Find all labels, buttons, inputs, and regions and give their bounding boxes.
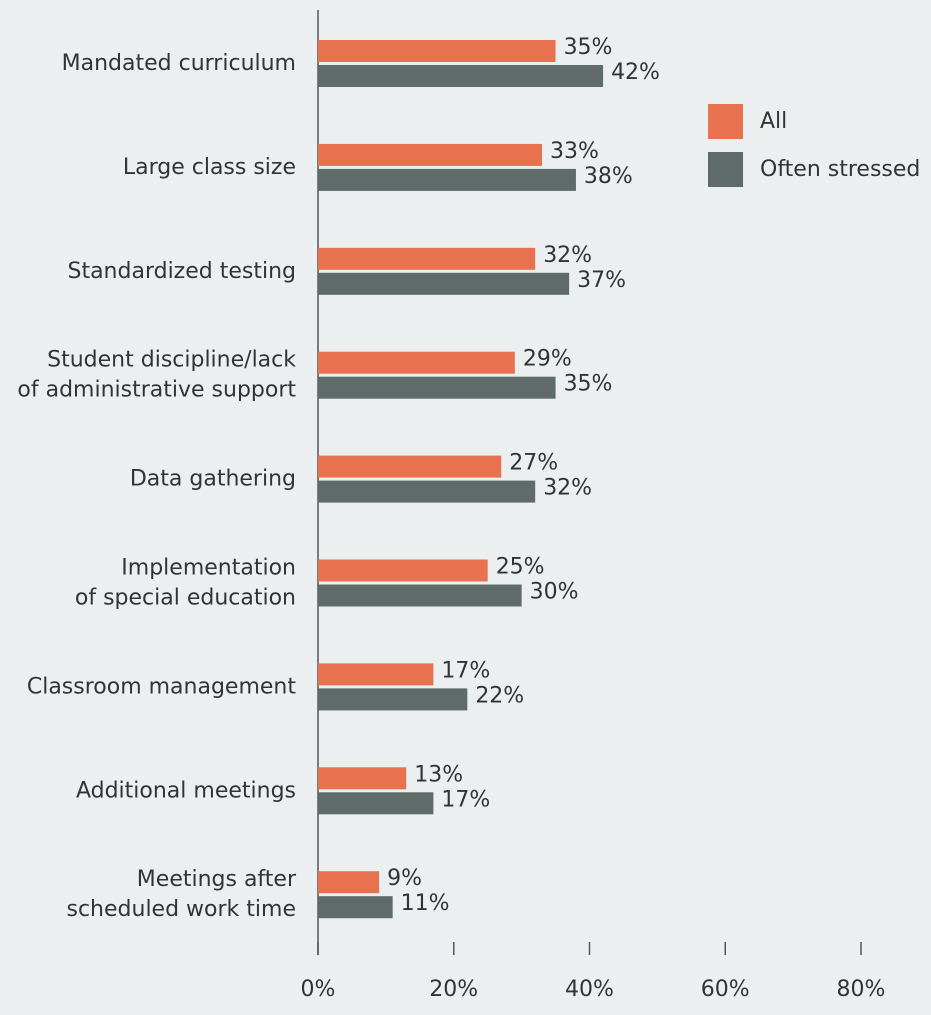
- bar: [318, 376, 556, 399]
- bar: [318, 65, 604, 87]
- value-label: 37%: [577, 268, 626, 293]
- category-label: Large class size: [123, 155, 296, 180]
- value-label: 32%: [543, 476, 592, 501]
- bar: [318, 272, 570, 295]
- bar: [318, 663, 434, 686]
- bar: [318, 143, 542, 166]
- x-tick-label: 80%: [837, 977, 886, 1002]
- bar: [318, 559, 488, 582]
- value-label: 42%: [611, 60, 660, 85]
- legend-swatch: [708, 152, 743, 187]
- legend-label: Often stressed: [760, 157, 920, 182]
- bar: [318, 584, 522, 607]
- category-label: Mandated curriculum: [62, 51, 296, 76]
- value-label: 29%: [523, 347, 572, 372]
- bar: [318, 40, 556, 62]
- category-label: Implementation of special education: [75, 556, 296, 611]
- category-label: Student discipline/lack of administrative…: [17, 348, 296, 403]
- x-tick-label: 60%: [701, 977, 750, 1002]
- value-label: 33%: [550, 139, 599, 164]
- value-label: 38%: [584, 164, 633, 189]
- legend-swatch: [708, 104, 743, 139]
- category-label: Classroom management: [27, 674, 297, 699]
- bar: [318, 871, 380, 894]
- category-label: Meetings after scheduled work time: [67, 867, 297, 922]
- value-label: 30%: [530, 580, 579, 605]
- bar: [318, 455, 502, 478]
- bar: [318, 896, 393, 919]
- bar: [318, 792, 434, 815]
- value-label: 17%: [441, 658, 490, 683]
- value-label: 22%: [475, 683, 524, 708]
- bar: [318, 480, 536, 503]
- category-label: Additional meetings: [76, 778, 296, 803]
- value-label: 13%: [414, 762, 463, 787]
- value-label: 25%: [496, 555, 545, 580]
- x-tick-label: 0%: [301, 977, 336, 1002]
- x-tick-label: 40%: [565, 977, 614, 1002]
- value-label: 35%: [564, 372, 613, 397]
- value-label: 27%: [509, 451, 558, 476]
- bar: [318, 351, 515, 374]
- value-label: 35%: [564, 35, 613, 60]
- x-tick-label: 20%: [429, 977, 478, 1002]
- value-label: 17%: [441, 787, 490, 812]
- legend-label: All: [760, 109, 787, 134]
- bar: [318, 688, 468, 711]
- bar: [318, 247, 536, 270]
- bar: [318, 168, 576, 191]
- value-label: 32%: [543, 243, 592, 268]
- value-label: 11%: [401, 891, 450, 916]
- category-label: Data gathering: [130, 467, 296, 492]
- value-label: 9%: [387, 866, 422, 891]
- category-label: Standardized testing: [67, 259, 296, 284]
- bar: [318, 767, 407, 790]
